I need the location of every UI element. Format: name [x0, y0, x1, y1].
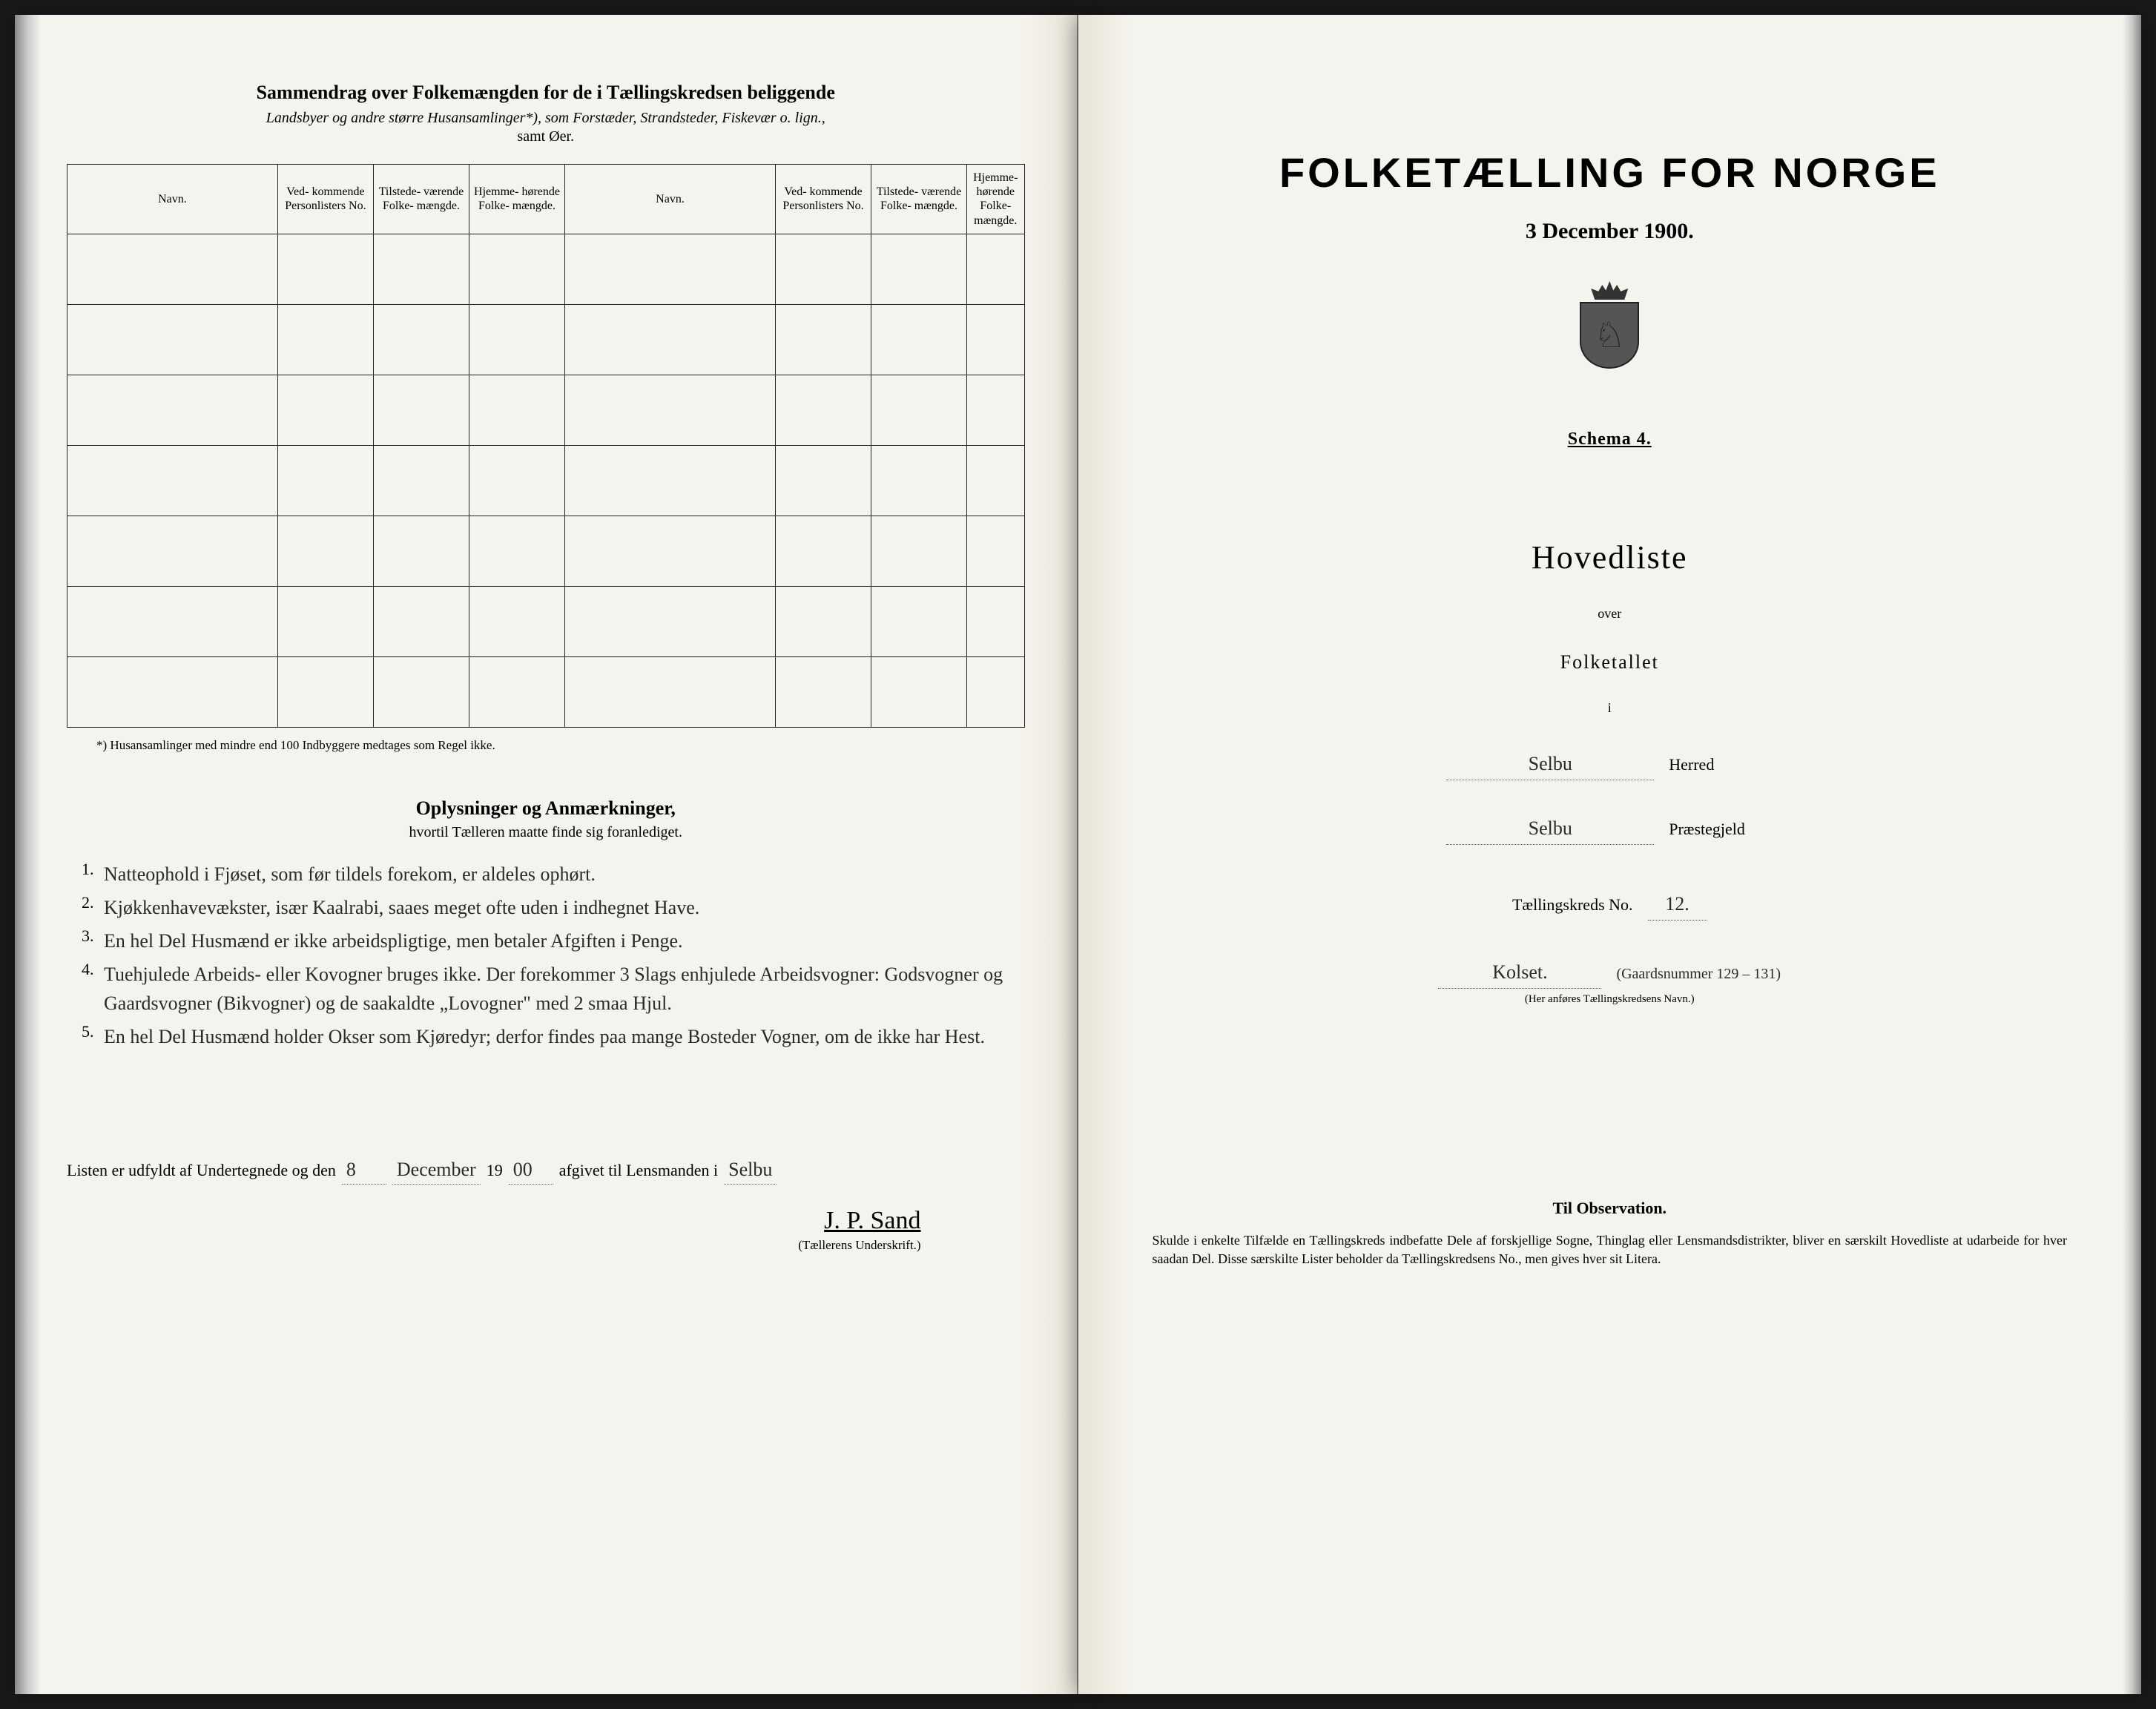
- shield-icon: ♘: [1580, 302, 1639, 369]
- oplysninger-title: Oplysninger og Anmærkninger,: [67, 797, 1025, 820]
- observation-text: Skulde i enkelte Tilfælde en Tællingskre…: [1130, 1231, 2090, 1268]
- crown-icon: [1591, 281, 1628, 300]
- listen-mid: afgivet til Lensmanden i: [559, 1161, 718, 1180]
- praestegjeld-label: Præstegjeld: [1669, 820, 1773, 839]
- listen-year-suffix: 00: [509, 1155, 553, 1185]
- book-spread: Sammendrag over Folkemængden for de i Tæ…: [15, 15, 2141, 1694]
- table-row: [67, 304, 1025, 375]
- note-item: 1.Natteophold i Fjøset, som før tildels …: [82, 860, 1025, 889]
- over-label: over: [1130, 606, 2090, 622]
- th-navn-1: Navn.: [67, 165, 278, 234]
- listen-month: December: [392, 1155, 481, 1185]
- listen-day: 8: [342, 1155, 386, 1185]
- table-row: [67, 234, 1025, 304]
- herred-row: Selbu Herred: [1130, 749, 2090, 780]
- note-text: Natteophold i Fjøset, som før tildels fo…: [104, 860, 1025, 889]
- lion-icon: ♘: [1594, 315, 1626, 356]
- note-text: Tuehjulede Arbeids- eller Kovogner bruge…: [104, 960, 1025, 1018]
- signature: J. P. Sand: [67, 1207, 921, 1235]
- kreds-name-value: Kolset.: [1438, 958, 1601, 989]
- i-label: i: [1130, 700, 2090, 716]
- listen-prefix: Listen er udfyldt af Undertegnede og den: [67, 1161, 336, 1180]
- th-personlister-1: Ved- kommende Personlisters No.: [277, 165, 373, 234]
- kreds-value: 12.: [1648, 889, 1707, 921]
- summary-title: Sammendrag over Folkemængden for de i Tæ…: [67, 82, 1025, 104]
- signature-label: (Tællerens Underskrift.): [67, 1238, 921, 1253]
- oplysninger-subtitle: hvortil Tælleren maatte finde sig foranl…: [67, 824, 1025, 841]
- binding-edge: [2123, 15, 2141, 1694]
- note-number: 2.: [82, 893, 104, 922]
- praestegjeld-value: Selbu: [1446, 814, 1654, 845]
- listen-place: Selbu: [724, 1155, 777, 1185]
- note-item: 5.En hel Del Husmænd holder Okser som Kj…: [82, 1022, 1025, 1051]
- th-navn-2: Navn.: [565, 165, 776, 234]
- table-row: [67, 656, 1025, 727]
- summary-table-body: [67, 234, 1025, 727]
- folketallet-label: Folketallet: [1130, 651, 2090, 674]
- th-hjemme-1: Hjemme- hørende Folke- mængde.: [469, 165, 565, 234]
- census-date: 3 December 1900.: [1130, 219, 2090, 244]
- note-item: 2.Kjøkkenhavevækster, især Kaalrabi, saa…: [82, 893, 1025, 922]
- listen-year-prefix: 19: [487, 1161, 503, 1180]
- kreds-label: Tællingskreds No.: [1512, 895, 1633, 915]
- census-title: FOLKETÆLLING FOR NORGE: [1130, 148, 2090, 197]
- name-row: Kolset. (Gaardsnummer 129 – 131): [1130, 958, 2090, 989]
- table-row: [67, 445, 1025, 516]
- note-number: 3.: [82, 926, 104, 955]
- praestegjeld-row: Selbu Præstegjeld: [1130, 814, 2090, 845]
- th-tilstede-1: Tilstede- værende Folke- mængde.: [373, 165, 469, 234]
- hovedliste-heading: Hovedliste: [1130, 539, 2090, 576]
- notes-list: 1.Natteophold i Fjøset, som før tildels …: [67, 860, 1025, 1051]
- note-number: 1.: [82, 860, 104, 889]
- summary-table: Navn. Ved- kommende Personlisters No. Ti…: [67, 164, 1025, 728]
- summary-subtitle: Landsbyer og andre større Husansamlinger…: [67, 110, 1025, 127]
- right-content: FOLKETÆLLING FOR NORGE 3 December 1900. …: [1130, 59, 2090, 1268]
- table-row: [67, 375, 1025, 445]
- note-text: En hel Del Husmænd er ikke arbeidspligti…: [104, 926, 1025, 955]
- left-page: Sammendrag over Folkemængden for de i Tæ…: [15, 15, 1078, 1694]
- table-footnote: *) Husansamlinger med mindre end 100 Ind…: [67, 738, 1025, 753]
- kreds-name-note: (Her anføres Tællingskredsens Navn.): [1130, 993, 2090, 1006]
- binding-edge: [15, 15, 41, 1694]
- note-number: 5.: [82, 1022, 104, 1051]
- kreds-row: Tællingskreds No. 12.: [1130, 889, 2090, 921]
- th-personlister-2: Ved- kommende Personlisters No.: [775, 165, 871, 234]
- listen-line: Listen er udfyldt af Undertegnede og den…: [67, 1155, 1025, 1185]
- signature-block: J. P. Sand (Tællerens Underskrift.): [67, 1207, 921, 1253]
- schema-label: Schema 4.: [1568, 429, 1652, 450]
- summary-subtitle-2: samt Øer.: [67, 128, 1025, 145]
- gaardsnummer: (Gaardsnummer 129 – 131): [1616, 963, 1781, 985]
- right-page: FOLKETÆLLING FOR NORGE 3 December 1900. …: [1078, 15, 2142, 1694]
- herred-label: Herred: [1669, 755, 1773, 774]
- th-tilstede-2: Tilstede- værende Folke- mængde.: [871, 165, 967, 234]
- note-number: 4.: [82, 960, 104, 1018]
- note-item: 4.Tuehjulede Arbeids- eller Kovogner bru…: [82, 960, 1025, 1018]
- th-hjemme-2: Hjemme- hørende Folke- mængde.: [967, 165, 1024, 234]
- observation-title: Til Observation.: [1130, 1199, 2090, 1218]
- note-text: En hel Del Husmænd holder Okser som Kjør…: [104, 1022, 1025, 1051]
- coat-of-arms-icon: ♘: [1576, 281, 1643, 370]
- table-row: [67, 586, 1025, 656]
- herred-value: Selbu: [1446, 749, 1654, 780]
- note-text: Kjøkkenhavevækster, især Kaalrabi, saaes…: [104, 893, 1025, 922]
- table-row: [67, 516, 1025, 586]
- note-item: 3.En hel Del Husmænd er ikke arbeidsplig…: [82, 926, 1025, 955]
